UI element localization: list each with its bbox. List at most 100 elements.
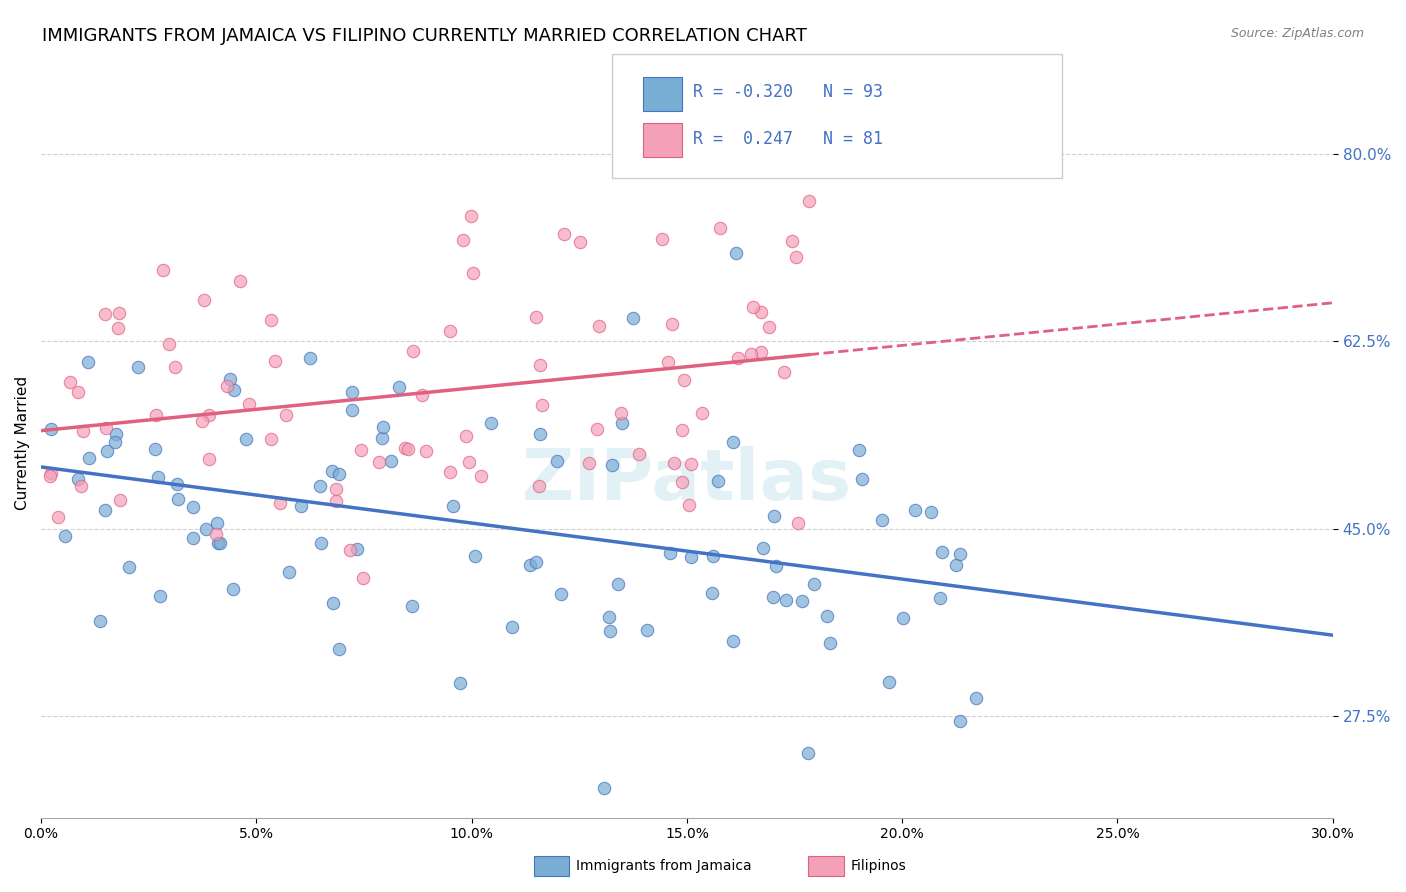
Point [659, 546, 682, 560]
Point [870, 513, 893, 527]
Point [278, 565, 301, 579]
Point [96, 420, 118, 434]
Point [207, 536, 229, 550]
Point [848, 442, 870, 457]
Point [456, 428, 478, 442]
Point [627, 447, 650, 461]
Point [77, 451, 100, 466]
Point [762, 508, 785, 523]
Point [672, 373, 695, 387]
Point [163, 360, 186, 375]
Point [877, 675, 900, 690]
Text: Filipinos: Filipinos [851, 859, 907, 873]
Point [191, 413, 214, 427]
Point [891, 611, 914, 625]
Point [222, 383, 245, 397]
Text: R =  0.247   N = 81: R = 0.247 N = 81 [693, 130, 883, 148]
Point [181, 531, 204, 545]
Point [790, 594, 813, 608]
Point [152, 263, 174, 277]
Point [690, 406, 713, 420]
Point [949, 547, 972, 561]
Text: IMMIGRANTS FROM JAMAICA VS FILIPINO CURRENTLY MARRIED CORRELATION CHART: IMMIGRANTS FROM JAMAICA VS FILIPINO CURR… [42, 27, 807, 45]
Point [709, 221, 731, 235]
Point [441, 499, 464, 513]
Point [148, 470, 170, 484]
Point [607, 577, 630, 591]
Point [470, 469, 492, 483]
Point [402, 344, 425, 359]
Point [742, 300, 765, 314]
Point [401, 599, 423, 613]
Point [820, 636, 842, 650]
Point [723, 434, 745, 449]
Point [198, 452, 221, 467]
Point [380, 454, 402, 468]
Point [636, 623, 658, 637]
Point [104, 426, 127, 441]
Point [269, 496, 291, 510]
Point [309, 479, 332, 493]
Point [787, 516, 810, 530]
Point [664, 456, 686, 470]
Point [578, 456, 600, 470]
Point [451, 233, 474, 247]
Point [749, 305, 772, 319]
Point [108, 493, 131, 508]
Point [524, 310, 547, 325]
Point [678, 498, 700, 512]
Point [815, 608, 838, 623]
Point [479, 416, 502, 430]
Y-axis label: Currently Married: Currently Married [15, 376, 30, 510]
Point [309, 536, 332, 550]
Point [679, 550, 702, 565]
Point [222, 582, 245, 596]
Point [339, 542, 361, 557]
Point [593, 781, 616, 796]
Point [758, 320, 780, 334]
Point [740, 347, 762, 361]
Point [290, 499, 312, 513]
Point [550, 587, 572, 601]
Point [53, 529, 76, 543]
Point [260, 313, 283, 327]
Point [167, 491, 190, 506]
Point [328, 641, 350, 656]
Point [679, 458, 702, 472]
Point [229, 274, 252, 288]
Point [519, 558, 541, 572]
Point [39, 466, 62, 480]
Point [276, 409, 298, 423]
Point [797, 194, 820, 208]
Point [181, 500, 204, 514]
Point [851, 472, 873, 486]
Point [904, 502, 927, 516]
Point [464, 549, 486, 563]
Point [449, 676, 471, 690]
Point [321, 464, 343, 478]
Point [127, 360, 149, 375]
Point [457, 455, 479, 469]
Point [762, 590, 785, 604]
Text: R = -0.320   N = 93: R = -0.320 N = 93 [693, 84, 883, 102]
Point [143, 442, 166, 456]
Point [340, 403, 363, 417]
Point [46, 509, 69, 524]
Point [460, 209, 482, 223]
Point [524, 555, 547, 569]
Point [965, 691, 987, 706]
Point [325, 493, 347, 508]
Point [671, 475, 693, 490]
Point [145, 408, 167, 422]
Point [529, 358, 551, 372]
Point [371, 431, 394, 445]
Point [929, 591, 952, 605]
Point [702, 549, 724, 564]
Point [803, 577, 825, 591]
Point [387, 380, 409, 394]
Point [772, 365, 794, 379]
Point [107, 321, 129, 335]
Point [263, 354, 285, 368]
Point [166, 476, 188, 491]
Point [724, 245, 747, 260]
